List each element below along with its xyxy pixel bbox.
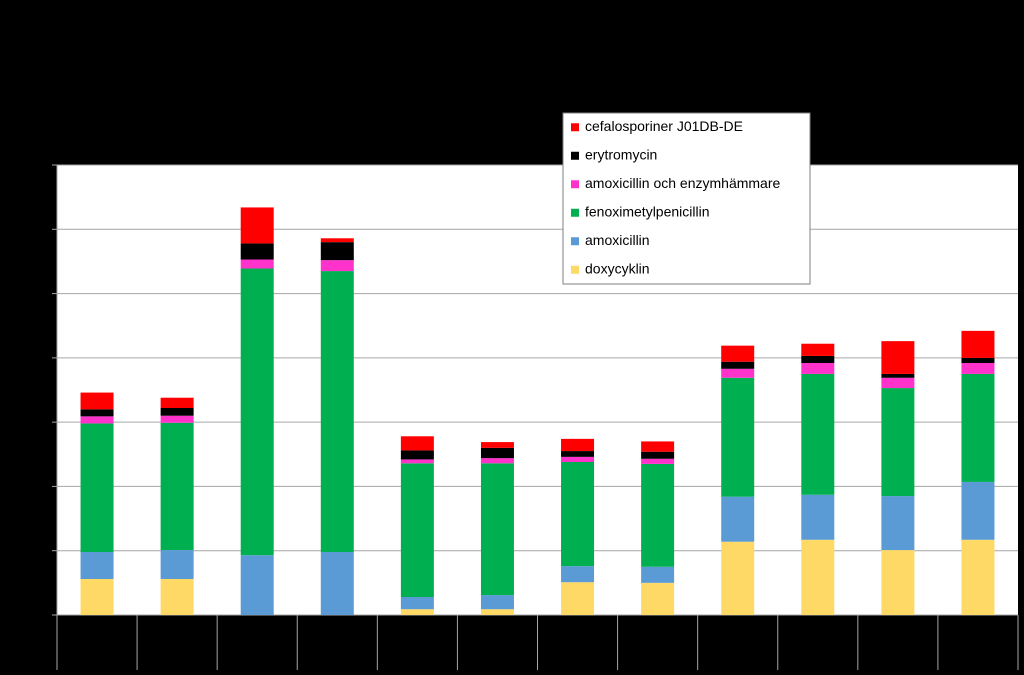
bar-segment [641, 458, 675, 464]
bar-segment [721, 361, 755, 369]
bar-segment [721, 377, 755, 497]
bar-segment [961, 539, 995, 615]
bar-segment [80, 392, 114, 410]
legend-box [562, 112, 811, 285]
legend-label: doxycyklin [585, 260, 650, 276]
legend: cefalosporiner J01DB-DE erytromycin amoxic… [562, 112, 811, 285]
bar-segment [721, 496, 755, 542]
legend-swatch [571, 237, 579, 246]
bar-segment [561, 566, 595, 583]
bar-segment [400, 459, 434, 464]
bar-segment [80, 423, 114, 552]
bar-segment [881, 373, 915, 378]
bar-segment [561, 582, 595, 615]
bar-segment [400, 450, 434, 460]
bar-segment [561, 438, 595, 452]
bar-segment [320, 552, 354, 615]
bar-segment [801, 539, 835, 615]
bar-segment [80, 416, 114, 424]
bar-segment [400, 436, 434, 451]
bar-segment [801, 343, 835, 356]
bar-segment [881, 388, 915, 497]
bar-segment [400, 609, 434, 615]
bar-segment [240, 243, 274, 260]
bar-segment [160, 422, 194, 551]
bar-segment [240, 259, 274, 269]
bar-segment [400, 597, 434, 610]
bar-segment [160, 397, 194, 408]
bar-segment [801, 373, 835, 495]
plot-area [57, 165, 1018, 615]
bar-segment [881, 341, 915, 374]
bar-segment [480, 447, 514, 459]
bar-segment [80, 409, 114, 417]
legend-swatch [571, 180, 579, 189]
bar-segment [240, 207, 274, 244]
bar-segment [160, 415, 194, 423]
legend-swatch [571, 208, 579, 217]
bar-segment [801, 494, 835, 540]
bar-segment [961, 330, 995, 358]
bar-segment [801, 363, 835, 374]
bar-segment [80, 579, 114, 615]
bar-segment [240, 555, 274, 615]
bar-segment [721, 345, 755, 362]
legend-label: amoxicillin [585, 232, 650, 248]
bar-segment [480, 609, 514, 615]
bar-segment [641, 582, 675, 615]
bar-segment [320, 238, 354, 243]
bar-segment [641, 566, 675, 583]
bar-segment [320, 271, 354, 552]
legend-swatch [571, 123, 579, 132]
bar-segment [400, 463, 434, 597]
legend-label: cefalosporiner J01DB-DE [585, 118, 743, 134]
bar-segment [160, 408, 194, 416]
legend-label: fenoximetylpenicillin [585, 203, 710, 219]
bar-segment [961, 363, 995, 374]
bar-segment [881, 377, 915, 389]
bar-segment [721, 368, 755, 378]
bar-segment [961, 481, 995, 540]
bar-segment [961, 373, 995, 482]
bar-segment [80, 552, 114, 579]
bar-segment [641, 463, 675, 567]
bar-segment [320, 242, 354, 261]
bar-segment [561, 456, 595, 462]
bar-segment [721, 541, 755, 615]
legend-label: erytromycin [585, 146, 657, 162]
bar-segment [480, 595, 514, 610]
bar-segment [881, 550, 915, 615]
bar-segment [480, 463, 514, 596]
bar-segment [160, 579, 194, 615]
bar-segment [320, 260, 354, 272]
legend-label: amoxicillin och enzymhämmare [585, 175, 781, 191]
bar-segment [561, 451, 595, 457]
bar-segment [480, 442, 514, 448]
bar-segment [641, 441, 675, 452]
legend-swatch [571, 151, 579, 160]
legend-swatch [571, 265, 579, 274]
bar-segment [641, 451, 675, 459]
bar-segment [801, 355, 835, 363]
bar-segment [961, 357, 995, 363]
bar-segment [881, 496, 915, 551]
bar-segment [480, 458, 514, 464]
bar-segment [240, 268, 274, 556]
bar-segment [160, 550, 194, 579]
bar-segment [561, 462, 595, 567]
